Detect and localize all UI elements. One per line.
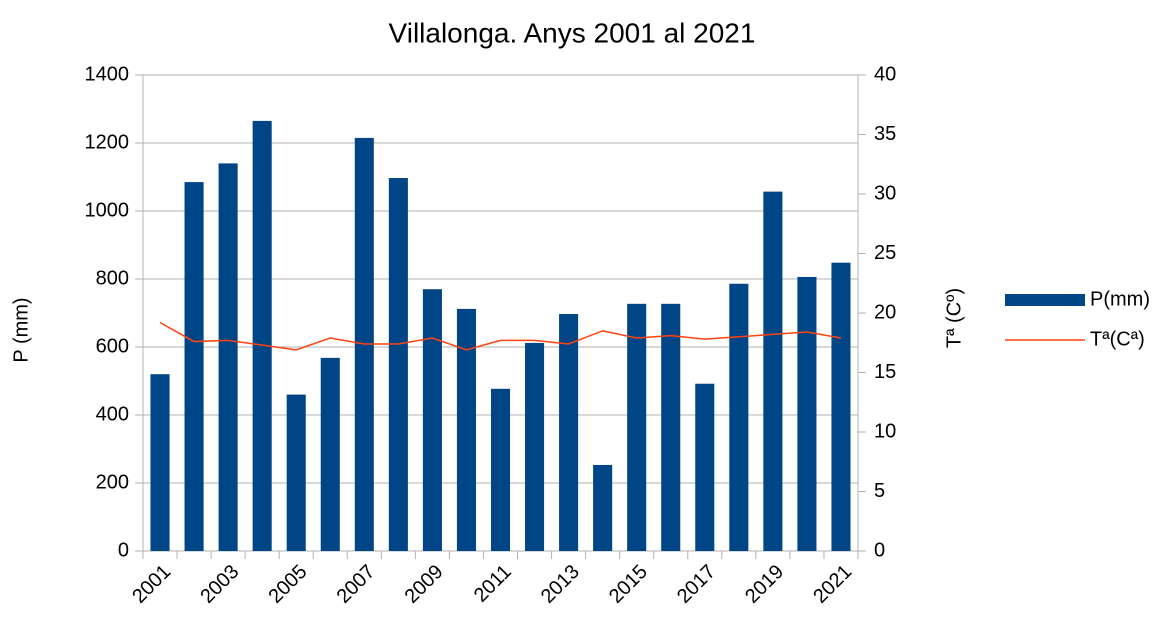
- bar: [729, 283, 749, 551]
- x-tick-label: 2009: [401, 561, 448, 608]
- x-tick-label: 2017: [673, 561, 720, 608]
- x-tick-label: 2015: [605, 561, 652, 608]
- x-tick-label: 2021: [809, 561, 856, 608]
- y2-tick-label: 15: [874, 361, 896, 383]
- bar: [525, 342, 545, 551]
- bar: [286, 394, 306, 551]
- legend-label: P(mm): [1090, 288, 1150, 310]
- y2-tick-label: 35: [874, 123, 896, 145]
- y-axis-label: P (mm): [10, 297, 32, 362]
- bar: [490, 388, 511, 551]
- x-tick-label: 2011: [470, 561, 516, 607]
- y2-tick-label: 25: [874, 242, 896, 264]
- bar: [593, 464, 613, 551]
- bar: [388, 178, 408, 551]
- bar: [184, 182, 204, 551]
- bar: [320, 357, 340, 551]
- x-tick-label: 2003: [196, 561, 243, 608]
- bar: [559, 314, 579, 551]
- y-tick-label: 1000: [85, 199, 130, 221]
- bar: [252, 120, 272, 552]
- x-tick-label: 2019: [741, 561, 788, 608]
- y2-axis-label: Tª (Cº): [943, 288, 965, 348]
- y2-tick-label: 30: [874, 182, 896, 204]
- y-tick-label: 400: [96, 403, 129, 425]
- legend-swatch: [1005, 294, 1085, 306]
- y2-tick-label: 0: [874, 539, 885, 561]
- legend-label: Tª(Cª): [1090, 328, 1145, 350]
- bar: [150, 374, 170, 551]
- y-tick-label: 800: [96, 267, 129, 289]
- bar: [456, 308, 476, 551]
- bar: [627, 303, 647, 551]
- x-tick-label: 2005: [264, 561, 311, 608]
- bar: [831, 262, 851, 551]
- y2-tick-label: 20: [874, 301, 896, 323]
- bar: [695, 383, 715, 551]
- x-tick-label: 2007: [333, 561, 380, 608]
- y-tick-label: 1200: [85, 131, 130, 153]
- bar: [422, 289, 442, 551]
- y2-tick-label: 40: [874, 63, 896, 85]
- y-tick-label: 600: [96, 335, 129, 357]
- y-tick-label: 0: [118, 539, 129, 561]
- bar: [661, 303, 681, 551]
- y2-tick-label: 5: [874, 480, 885, 502]
- x-tick-label: 2013: [537, 561, 584, 608]
- bar: [218, 163, 238, 551]
- line: [159, 321, 842, 351]
- y-tick-label: 1400: [85, 63, 130, 85]
- bar: [797, 276, 817, 551]
- x-tick-label: 2001: [128, 561, 175, 608]
- bar: [763, 191, 783, 551]
- chart-title: Villalonga. Anys 2001 al 2021: [389, 17, 756, 48]
- y-tick-label: 200: [96, 471, 129, 493]
- y2-tick-label: 10: [874, 420, 896, 442]
